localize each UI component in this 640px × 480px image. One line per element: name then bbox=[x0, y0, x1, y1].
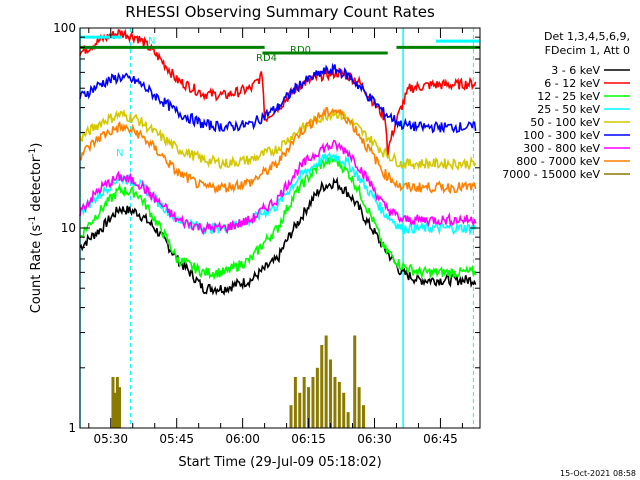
series-line-5 bbox=[79, 62, 477, 134]
legend-entry-label: 25 - 50 keV bbox=[537, 103, 600, 116]
x-tick-label: 06:00 bbox=[225, 432, 260, 446]
series-line-4 bbox=[79, 108, 477, 171]
y-tick-label: 100 bbox=[53, 21, 76, 35]
legend-entry-label: 12 - 25 keV bbox=[537, 90, 600, 103]
y-tick-label: 1 bbox=[68, 421, 76, 435]
ticks-layer: 1 10 100 05:30 05:45 06:00 06:15 06:30 06:45 bbox=[53, 21, 480, 446]
annotation-n-top: N bbox=[148, 36, 155, 47]
legend-entry-label: 3 - 6 keV bbox=[551, 64, 600, 77]
y-axis-label: Count Rate (s-1 detector-1) bbox=[28, 143, 44, 314]
y-axis-label-sup2: -1 bbox=[28, 148, 38, 157]
x-tick-label: 05:45 bbox=[159, 432, 194, 446]
chart-title: RHESSI Observing Summary Count Rates bbox=[125, 3, 435, 21]
legend-entry-label: 7000 - 15000 keV bbox=[502, 168, 600, 181]
series-line-0 bbox=[79, 176, 477, 296]
x-tick-label: 06:15 bbox=[291, 432, 326, 446]
legend-header-line1: Det 1,3,4,5,6,9, bbox=[544, 30, 630, 43]
legend-entry-label: 300 - 800 keV bbox=[523, 142, 600, 155]
series-line-6 bbox=[79, 139, 477, 236]
annotation-rd0: RD0 bbox=[290, 45, 311, 56]
timestamp: 15-Oct-2021 08:58 bbox=[560, 469, 636, 478]
series-line-7 bbox=[79, 107, 477, 195]
series-line-2 bbox=[79, 154, 477, 281]
legend-header-line2: FDecim 1, Att 0 bbox=[545, 44, 630, 57]
x-axis-label: Start Time (29-Jul-09 05:18:02) bbox=[178, 455, 381, 470]
series-line-1 bbox=[79, 28, 477, 157]
legend-entry-label: 800 - 7000 keV bbox=[516, 155, 600, 168]
legend-entry-label: 6 - 12 keV bbox=[544, 77, 600, 90]
x-tick-label: 06:45 bbox=[423, 432, 458, 446]
y-axis-label-main: Count Rate (s bbox=[29, 225, 44, 314]
plot-layer bbox=[79, 28, 480, 428]
x-tick-label: 05:30 bbox=[93, 432, 128, 446]
y-axis-label-mid: detector bbox=[29, 156, 44, 216]
legend-entry-label: 100 - 300 keV bbox=[523, 129, 600, 142]
annotation-n-mid: N bbox=[116, 148, 123, 159]
series-line-3 bbox=[79, 151, 477, 237]
annotation-rd4: RD4 bbox=[256, 53, 277, 64]
legend-entry-label: 50 - 100 keV bbox=[530, 116, 600, 129]
y-axis-label-end: ) bbox=[29, 143, 44, 148]
y-axis-label-sup1: -1 bbox=[28, 216, 38, 225]
y-tick-label: 10 bbox=[61, 221, 76, 235]
x-tick-label: 06:30 bbox=[357, 432, 392, 446]
